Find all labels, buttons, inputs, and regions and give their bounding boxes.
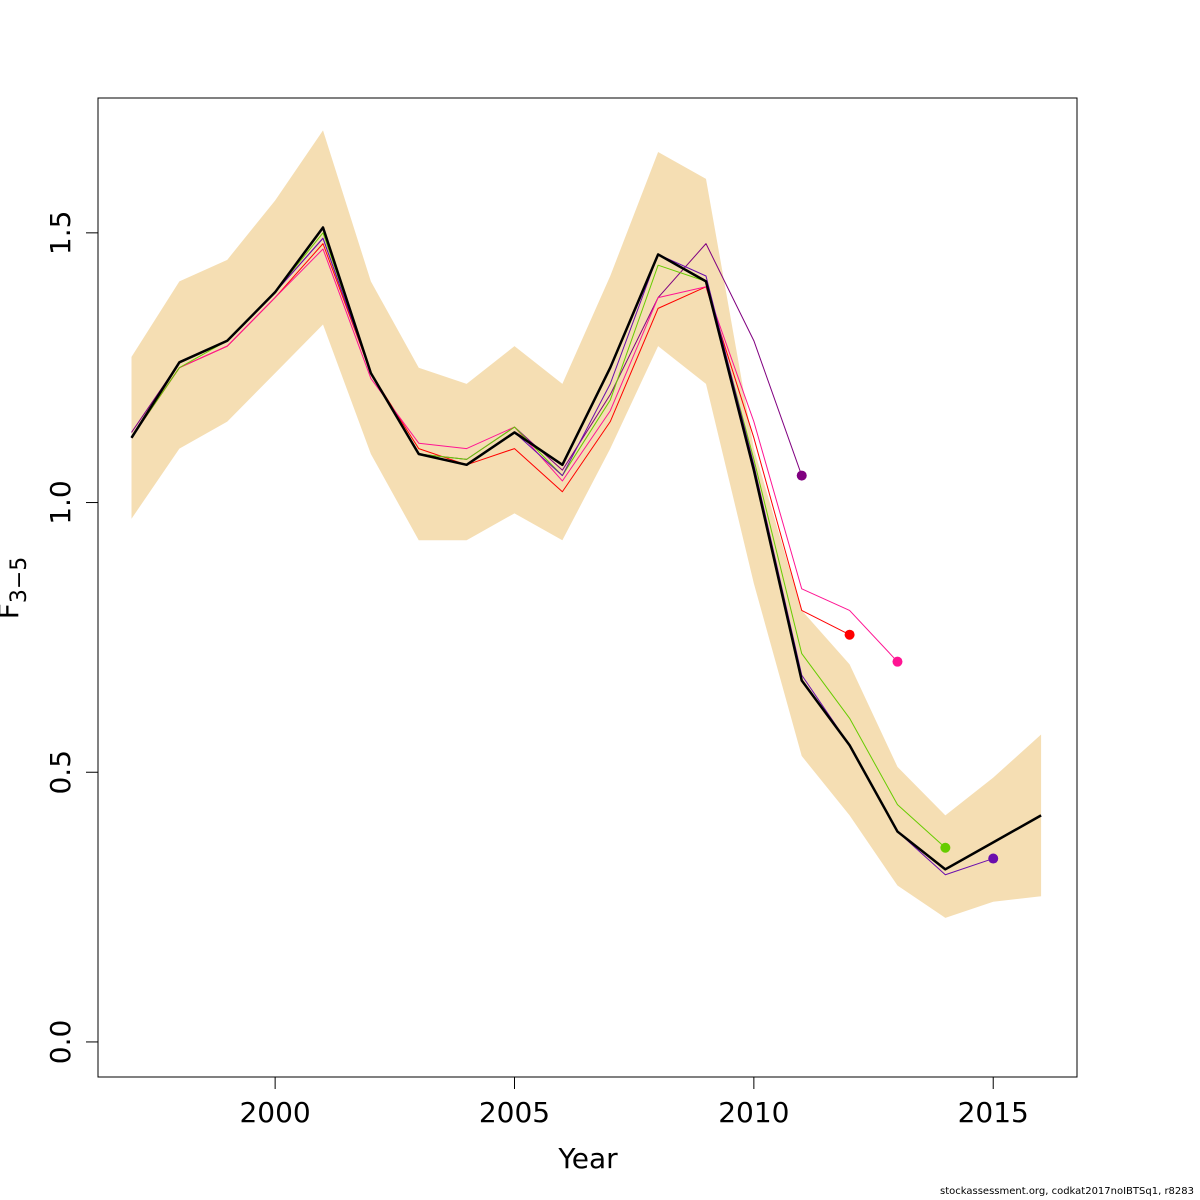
- series-end-point-0: [796, 470, 807, 481]
- y-tick-label-2: 1.0: [44, 480, 77, 525]
- y-tick-label-3: 1.5: [44, 211, 77, 256]
- series-end-point-4: [988, 853, 999, 864]
- series-end-point-3: [940, 842, 951, 853]
- y-axis-title-subscript: 3−5: [7, 557, 32, 603]
- series-layer: [130, 226, 1042, 876]
- y-axis: 0.0 0.5 1.0 1.5: [44, 211, 98, 1065]
- x-tick-label-2015: 2015: [958, 1096, 1029, 1129]
- confidence-band-layer: [131, 130, 1042, 918]
- y-tick-label-1: 0.5: [44, 750, 77, 795]
- x-tick-label-2005: 2005: [479, 1096, 550, 1129]
- x-axis: 2000 2005 2010 2015: [239, 1077, 1029, 1129]
- plot-frame: [97, 97, 1078, 1078]
- series-line-5: [130, 226, 1042, 871]
- svg-text:F3−5: F3−5: [0, 557, 32, 620]
- series-end-point-1: [844, 629, 855, 640]
- y-axis-title: F3−5: [0, 557, 32, 620]
- y-axis-title-main: F: [0, 603, 25, 619]
- x-tick-label-2000: 2000: [239, 1096, 310, 1129]
- x-axis-title: Year: [557, 1142, 618, 1175]
- x-tick-label-2010: 2010: [718, 1096, 789, 1129]
- series-end-point-2: [892, 656, 903, 667]
- y-tick-label-0: 0.0: [44, 1020, 77, 1065]
- source-footer: stockassessment.org, codkat2017noIBTSq1,…: [940, 1186, 1194, 1197]
- confidence-band: [131, 130, 1042, 918]
